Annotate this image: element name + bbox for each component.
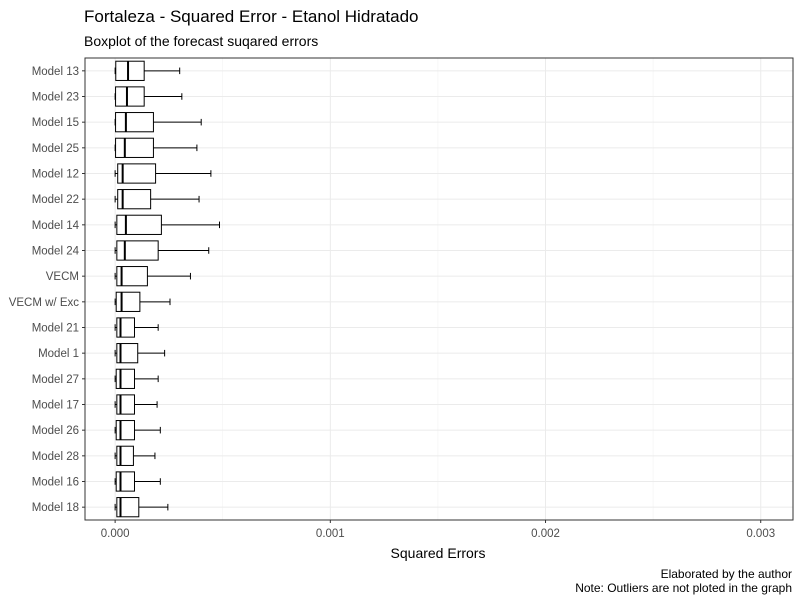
box-iqr (116, 445, 134, 466)
box-iqr (117, 189, 152, 210)
box-model-28 (114, 445, 156, 466)
box-iqr (116, 240, 159, 261)
x-tick-label: 0.001 (316, 528, 345, 540)
box-iqr (116, 266, 148, 287)
box-iqr (115, 60, 145, 81)
box-model-1 (114, 343, 166, 364)
y-tick-label: Model 14 (32, 220, 80, 232)
y-tick-label: Model 22 (32, 194, 79, 206)
y-tick-label: Model 16 (32, 477, 79, 489)
box-model-27 (114, 368, 159, 389)
y-tick-label: Model 18 (32, 502, 79, 514)
box-iqr (116, 214, 162, 235)
plot-panel (84, 57, 794, 521)
y-tick-label: Model 27 (32, 374, 79, 386)
y-tick-label: Model 12 (32, 169, 79, 181)
box-model-24 (114, 240, 210, 261)
box-iqr (115, 137, 154, 158)
box-model-12 (114, 163, 212, 184)
y-tick-label: Model 24 (32, 246, 80, 258)
box-iqr (115, 86, 145, 107)
box-model-26 (114, 420, 161, 441)
x-axis-title: Squared Errors (391, 545, 486, 561)
box-vecm (114, 266, 191, 287)
y-tick-label: Model 1 (38, 348, 79, 360)
box-model-22 (114, 189, 200, 210)
y-tick-label: Model 17 (32, 400, 79, 412)
y-axis-ticks: Model 13 Model 23 Model 15 Model 25 Model 12… (9, 66, 85, 514)
grid-lines (85, 58, 793, 520)
caption-note: Note: Outliers are not ploted in the gra… (575, 581, 792, 595)
box-iqr (116, 394, 135, 415)
x-tick-label: 0.003 (746, 528, 775, 540)
y-tick-label: VECM w/ Exc (9, 297, 80, 309)
x-tick-label: 0.002 (531, 528, 560, 540)
box-model-15 (114, 112, 202, 133)
box-iqr (116, 497, 140, 518)
box-iqr (115, 112, 154, 133)
y-tick-label: Model 23 (32, 92, 79, 104)
y-tick-label: Model 28 (32, 451, 79, 463)
box-iqr (116, 343, 139, 364)
box-iqr (115, 291, 141, 312)
y-tick-label: Model 13 (32, 66, 79, 78)
box-iqr (115, 368, 135, 389)
box-model-25 (114, 137, 198, 158)
box-model-17 (114, 394, 158, 415)
x-axis-ticks: 0.000 0.001 0.002 0.003 (101, 520, 775, 540)
box-model-23 (114, 86, 183, 107)
box-model-14 (114, 214, 220, 235)
y-tick-label: Model 25 (32, 143, 79, 155)
x-tick-label: 0.000 (101, 528, 130, 540)
box-model-18 (114, 497, 169, 518)
y-tick-label: Model 15 (32, 117, 79, 129)
box-model-13 (114, 60, 181, 81)
y-tick-label: VECM (46, 271, 79, 283)
box-iqr (116, 317, 135, 338)
y-tick-label: Model 21 (32, 323, 79, 335)
chart-subtitle: Boxplot of the forecast suqared errors (84, 33, 318, 49)
chart-title: Fortaleza - Squared Error - Etanol Hidra… (84, 7, 419, 26)
caption-author: Elaborated by the author (661, 567, 792, 581)
box-model-16 (114, 471, 161, 492)
box-iqr (117, 163, 157, 184)
boxes-layer (114, 60, 220, 518)
box-iqr (115, 420, 135, 441)
box-iqr (115, 471, 135, 492)
box-vecm-w-exc (114, 291, 171, 312)
box-model-21 (114, 317, 159, 338)
y-tick-label: Model 26 (32, 425, 79, 437)
